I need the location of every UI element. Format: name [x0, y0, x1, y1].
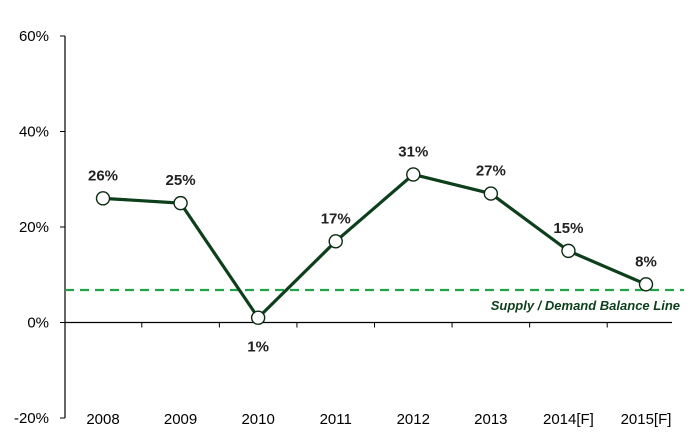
data-label: 26%: [88, 167, 118, 184]
x-tick-label: 2012: [397, 411, 430, 428]
data-label: 27%: [476, 163, 506, 180]
data-point: [173, 195, 188, 211]
x-tick-label: 2011: [320, 411, 352, 428]
x-tick-label: 2014[F]: [543, 411, 594, 428]
data-point: [483, 186, 499, 201]
y-tick-label: -20%: [14, 410, 49, 427]
x-tick-label: 2010: [241, 411, 274, 428]
data-point: [406, 167, 421, 182]
y-tick-label: 60%: [19, 28, 49, 45]
data-point: [95, 191, 111, 206]
data-label: 17%: [321, 210, 351, 227]
y-tick-label: 0%: [27, 315, 49, 332]
data-label: 31%: [398, 143, 428, 160]
data-point: [250, 310, 266, 325]
y-tick-label: 40%: [19, 124, 49, 141]
x-tick-label: 2013: [474, 411, 507, 428]
data-label: 8%: [635, 253, 657, 270]
balance-line-label: Supply / Demand Balance Line: [491, 298, 680, 313]
data-label: 1%: [247, 339, 269, 356]
data-point: [561, 243, 576, 259]
series-line: [102, 172, 647, 320]
data-label: 15%: [553, 220, 583, 237]
x-tick-label: 2009: [164, 411, 197, 428]
x-tick-label: 2008: [86, 411, 119, 428]
data-label: 25%: [166, 172, 196, 189]
data-point: [638, 277, 654, 292]
y-tick-label: 20%: [19, 219, 49, 236]
x-tick-label: 2015[F]: [621, 411, 672, 428]
data-point: [328, 234, 343, 249]
